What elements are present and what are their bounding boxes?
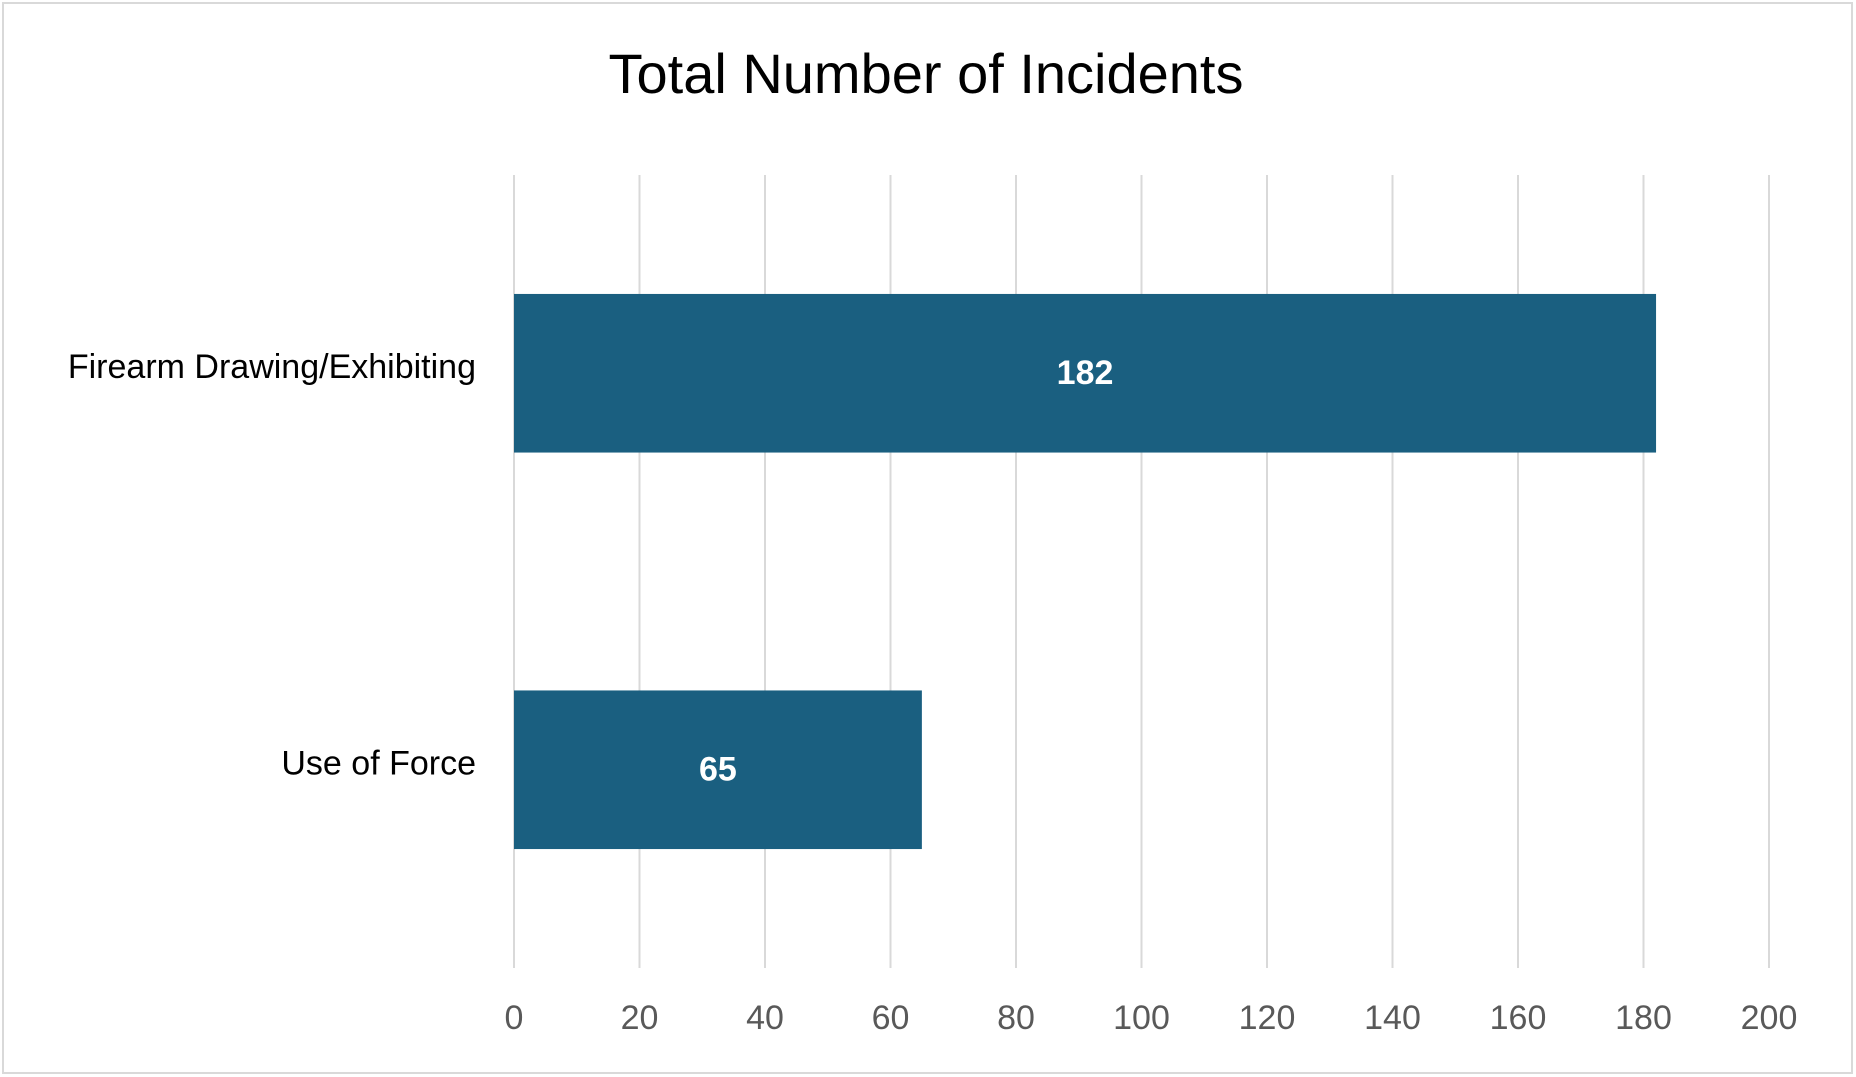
chart-title: Total Number of Incidents (609, 42, 1244, 105)
x-tick-label: 20 (621, 999, 659, 1037)
x-tick-label: 160 (1490, 999, 1547, 1037)
y-tick-label: Firearm Drawing/Exhibiting (68, 348, 476, 386)
bar (514, 690, 922, 850)
data-label: 182 (1057, 354, 1114, 392)
x-tick-label: 80 (997, 999, 1035, 1037)
x-tick-label: 0 (505, 999, 524, 1037)
bar (514, 293, 1657, 453)
x-tick-label: 120 (1239, 999, 1296, 1037)
y-tick-label: Use of Force (281, 745, 476, 783)
x-tick-label: 200 (1741, 999, 1798, 1037)
x-tick-label: 60 (872, 999, 910, 1037)
data-label: 65 (699, 751, 737, 789)
x-tick-label: 40 (746, 999, 784, 1037)
x-tick-label: 140 (1364, 999, 1421, 1037)
x-tick-label: 180 (1615, 999, 1672, 1037)
x-tick-label: 100 (1113, 999, 1170, 1037)
